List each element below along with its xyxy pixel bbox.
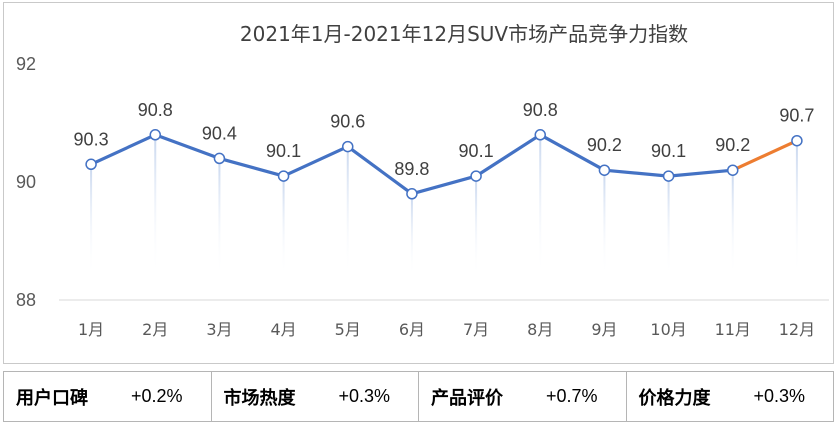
x-tick-label: 10月 xyxy=(650,320,686,339)
drop-line xyxy=(795,140,798,278)
series-segment xyxy=(217,156,286,178)
x-tick-label: 11月 xyxy=(715,320,751,339)
drop-line xyxy=(603,170,606,278)
series-segment xyxy=(346,145,414,196)
x-tick-label: 6月 xyxy=(399,320,425,339)
summary-value: +0.3% xyxy=(753,386,805,406)
data-point xyxy=(791,134,803,147)
data-label: 90.1 xyxy=(459,141,494,161)
x-tick-label: 2月 xyxy=(142,320,168,339)
index-summary-bar: 用户口碑 +0.2% 市场热度 +0.3% 产品评价 +0.7% 价格力度 +0… xyxy=(3,371,834,422)
chart-title: 2021年1月-2021年12月SUV市场产品竞争力指数 xyxy=(240,22,688,46)
summary-cell-price-strength: 价格力度 +0.3% xyxy=(627,372,834,421)
data-point xyxy=(727,164,739,176)
data-label: 90.6 xyxy=(330,112,365,132)
data-label: 90.2 xyxy=(715,135,750,155)
data-label: 90.1 xyxy=(651,141,686,161)
drop-line xyxy=(346,146,349,278)
data-label: 90.1 xyxy=(266,141,301,161)
drop-line xyxy=(154,134,157,278)
summary-value: +0.7% xyxy=(545,386,598,406)
drop-line xyxy=(539,134,542,278)
series-segment-highlight xyxy=(731,139,799,172)
data-point xyxy=(534,129,546,141)
drop-line xyxy=(218,158,221,278)
summary-value: +0.2% xyxy=(130,386,183,406)
summary-label: 用户口碑 xyxy=(16,387,88,409)
x-tick-label: 5月 xyxy=(335,320,361,339)
series-segment xyxy=(666,168,735,178)
drop-line xyxy=(90,164,93,278)
summary-label: 市场热度 xyxy=(223,387,296,409)
data-point xyxy=(277,170,290,182)
drop-line xyxy=(731,170,734,278)
series-segment xyxy=(89,133,157,166)
y-tick-label: 90 xyxy=(16,172,36,192)
data-point xyxy=(213,152,226,165)
y-tick-label: 88 xyxy=(16,290,36,310)
data-label: 90.4 xyxy=(202,123,237,143)
series-segment xyxy=(474,133,542,178)
summary-cell-product-review: 产品评价 +0.7% xyxy=(419,372,627,421)
data-label: 90.8 xyxy=(523,100,558,120)
series-segment xyxy=(602,168,671,178)
data-point xyxy=(342,140,354,153)
x-tick-label: 9月 xyxy=(591,320,617,339)
summary-label: 产品评价 xyxy=(431,387,503,409)
data-point xyxy=(662,170,675,182)
data-point xyxy=(85,158,97,171)
data-label: 90.7 xyxy=(779,106,814,126)
drop-line xyxy=(667,176,670,278)
data-label: 90.8 xyxy=(138,100,173,120)
line-chart: 2021年1月-2021年12月SUV市场产品竞争力指数 88 90 92 1月 2月 3… xyxy=(16,22,829,339)
data-label: 90.3 xyxy=(74,129,109,149)
drop-line xyxy=(475,176,478,278)
summary-cell-market-heat: 市场热度 +0.3% xyxy=(212,372,419,421)
summary-value: +0.3% xyxy=(338,386,390,406)
series-segment xyxy=(538,133,607,172)
x-tick-label: 7月 xyxy=(463,320,489,339)
data-label: 90.2 xyxy=(587,135,622,155)
drop-line xyxy=(282,176,285,278)
x-tick-label: 4月 xyxy=(270,320,296,339)
series-segment xyxy=(153,133,222,160)
data-point xyxy=(470,170,482,182)
data-point xyxy=(406,188,418,200)
y-tick-label: 92 xyxy=(16,54,36,74)
data-point xyxy=(598,164,611,176)
x-tick-label: 1月 xyxy=(78,320,104,339)
data-label: 89.8 xyxy=(394,159,429,179)
chart-frame: 2021年1月-2021年12月SUV市场产品竞争力指数 88 90 92 1月 2月 3… xyxy=(3,2,834,364)
summary-cell-user-reputation: 用户口碑 +0.2% xyxy=(4,372,212,421)
series-segment xyxy=(410,174,478,196)
x-tick-label: 12月 xyxy=(779,320,815,339)
series-segment xyxy=(281,145,350,178)
drop-line xyxy=(410,193,413,278)
x-tick-label: 3月 xyxy=(206,320,232,339)
summary-label: 价格力度 xyxy=(638,387,711,409)
x-tick-label: 8月 xyxy=(527,320,553,339)
data-point xyxy=(149,129,161,141)
